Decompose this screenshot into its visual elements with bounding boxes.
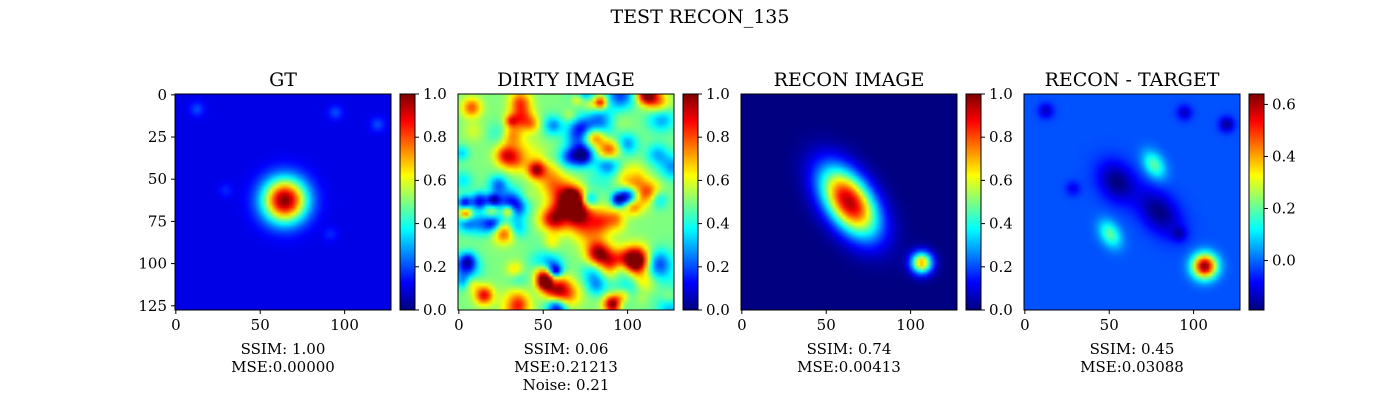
panel-title: RECON IMAGE: [774, 69, 925, 91]
x-tick-label: 100: [1179, 316, 1208, 334]
metric-line: MSE:0.21213: [514, 358, 618, 376]
x-tick-label: 0: [737, 316, 747, 334]
y-tick-label: 25: [148, 128, 167, 146]
colorbar-tick-label: 0.2: [1272, 200, 1296, 218]
x-tick-label: 50: [817, 316, 836, 334]
colorbar-tick-label: 1.0: [423, 85, 447, 103]
colorbar: [1249, 94, 1264, 310]
x-tick-label: 50: [251, 316, 270, 334]
colorbar-tick-label: 0.2: [989, 258, 1013, 276]
colorbar-tick-label: 0.4: [706, 215, 730, 233]
colorbar: [400, 94, 415, 310]
panel-title: RECON - TARGET: [1045, 69, 1220, 91]
colorbar-tick-label: 0.0: [989, 301, 1013, 319]
colorbar-frame: [1248, 93, 1265, 311]
x-tick-label: 50: [1100, 316, 1119, 334]
panel-title: GT: [269, 69, 297, 91]
heatmap-image: [741, 94, 957, 310]
colorbar-frame: [399, 93, 416, 311]
panel-3: RECON IMAGE 0 50 100 0.0 0.2 0.4 0.6 0.8 1.0 SSIM:…: [737, 69, 1013, 376]
colorbar-frame: [965, 93, 982, 311]
panel-2: DIRTY IMAGE 0 50 100 0.0 0.2 0.4 0.6 0.8 1.0 SSIM:…: [454, 69, 730, 394]
colorbar-tick-label: 1.0: [989, 85, 1013, 103]
colorbar: [683, 94, 698, 310]
y-tick-label: 100: [138, 255, 167, 273]
panel-4: RECON - TARGET 0 50 100 0.0 0.2 0.4 0.6 SSIM: 0.…: [1020, 69, 1296, 376]
colorbar-tick-label: 0.8: [989, 128, 1013, 146]
metric-line: SSIM: 0.06: [524, 340, 609, 358]
colorbar-tick-label: 0.4: [989, 215, 1013, 233]
colorbar-tick-label: 1.0: [706, 85, 730, 103]
heatmap-image: [1024, 94, 1240, 310]
colorbar-tick-label: 0.6: [706, 171, 730, 189]
y-tick-label: 125: [138, 297, 167, 315]
y-tick-label: 50: [148, 170, 167, 188]
colorbar-tick-label: 0.8: [423, 128, 447, 146]
metric-line: MSE:0.00000: [231, 358, 335, 376]
colorbar-tick-label: 0.6: [423, 171, 447, 189]
x-tick-label: 100: [896, 316, 925, 334]
axes-frame: [1023, 93, 1241, 311]
metric-line: MSE:0.00413: [797, 358, 901, 376]
x-tick-label: 50: [534, 316, 553, 334]
x-tick-label: 100: [330, 316, 359, 334]
colorbar: [966, 94, 981, 310]
colorbar-tick-label: 0.6: [989, 171, 1013, 189]
x-tick-label: 100: [613, 316, 642, 334]
axes-frame: [740, 93, 958, 311]
colorbar-tick-label: 0.0: [706, 301, 730, 319]
metric-line: Noise: 0.21: [523, 376, 610, 394]
colorbar-tick-label: 0.8: [706, 128, 730, 146]
metric-line: SSIM: 0.74: [807, 340, 892, 358]
y-tick-label: 0: [157, 86, 167, 104]
panel-title: DIRTY IMAGE: [497, 69, 635, 91]
colorbar-frame: [682, 93, 699, 311]
axes-frame: [457, 93, 675, 311]
heatmap-image: [458, 94, 674, 310]
x-tick-label: 0: [454, 316, 464, 334]
axes-frame: [174, 93, 392, 311]
x-tick-label: 0: [1020, 316, 1030, 334]
metric-line: SSIM: 1.00: [241, 340, 326, 358]
metric-line: SSIM: 0.45: [1090, 340, 1175, 358]
heatmap-image: [175, 94, 391, 310]
colorbar-tick-label: 0.4: [1272, 147, 1296, 165]
figure-title: TEST RECON_135: [611, 6, 790, 28]
metric-line: MSE:0.03088: [1080, 358, 1184, 376]
colorbar-tick-label: 0.4: [423, 215, 447, 233]
panel-1: GT 0 50 100 0 25 50 75 100 125 0.0 0.2 0.4 0.6 0.8 1.0 S…: [138, 69, 447, 376]
colorbar-tick-label: 0.2: [423, 258, 447, 276]
colorbar-tick-label: 0.6: [1272, 95, 1296, 113]
colorbar-tick-label: 0.0: [1272, 252, 1296, 270]
colorbar-tick-label: 0.2: [706, 258, 730, 276]
y-tick-label: 75: [148, 212, 167, 230]
colorbar-tick-label: 0.0: [423, 301, 447, 319]
x-tick-label: 0: [171, 316, 181, 334]
